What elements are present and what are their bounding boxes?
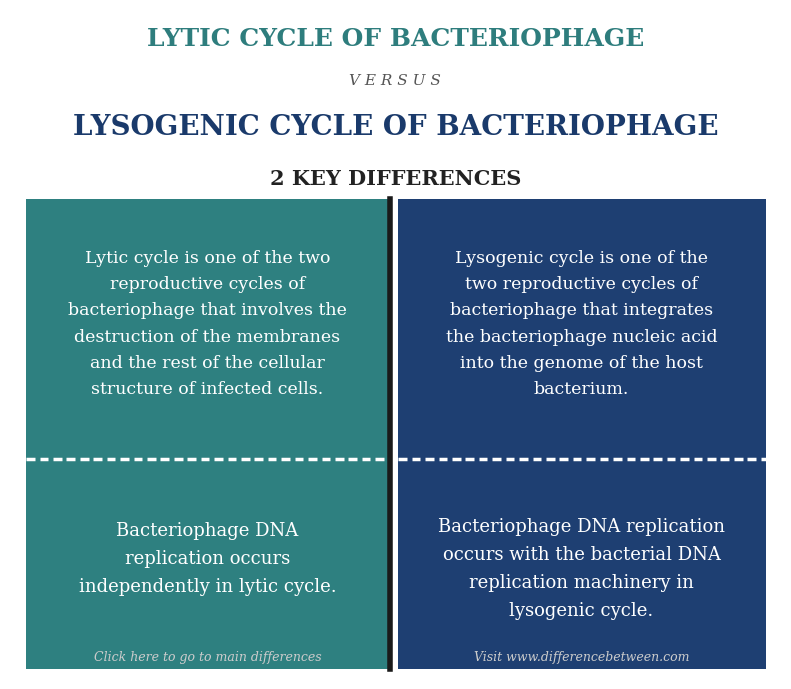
FancyBboxPatch shape (399, 199, 766, 669)
Text: Bacteriophage DNA
replication occurs
independently in lytic cycle.: Bacteriophage DNA replication occurs ind… (78, 522, 336, 596)
Text: Lytic cycle is one of the two
reproductive cycles of
bacteriophage that involves: Lytic cycle is one of the two reproducti… (68, 250, 347, 398)
Text: V E R S U S: V E R S U S (350, 74, 441, 88)
Text: Lysogenic cycle is one of the
two reproductive cycles of
bacteriophage that inte: Lysogenic cycle is one of the two reprod… (445, 250, 717, 398)
FancyBboxPatch shape (26, 199, 388, 669)
Text: Visit www.differencebetween.com: Visit www.differencebetween.com (474, 650, 689, 664)
Text: LYTIC CYCLE OF BACTERIOPHAGE: LYTIC CYCLE OF BACTERIOPHAGE (147, 27, 644, 51)
Text: Click here to go to main differences: Click here to go to main differences (93, 650, 321, 664)
Text: Bacteriophage DNA replication
occurs with the bacterial DNA
replication machiner: Bacteriophage DNA replication occurs wit… (438, 518, 725, 619)
Text: LYSOGENIC CYCLE OF BACTERIOPHAGE: LYSOGENIC CYCLE OF BACTERIOPHAGE (73, 114, 718, 141)
Text: 2 KEY DIFFERENCES: 2 KEY DIFFERENCES (270, 169, 521, 189)
